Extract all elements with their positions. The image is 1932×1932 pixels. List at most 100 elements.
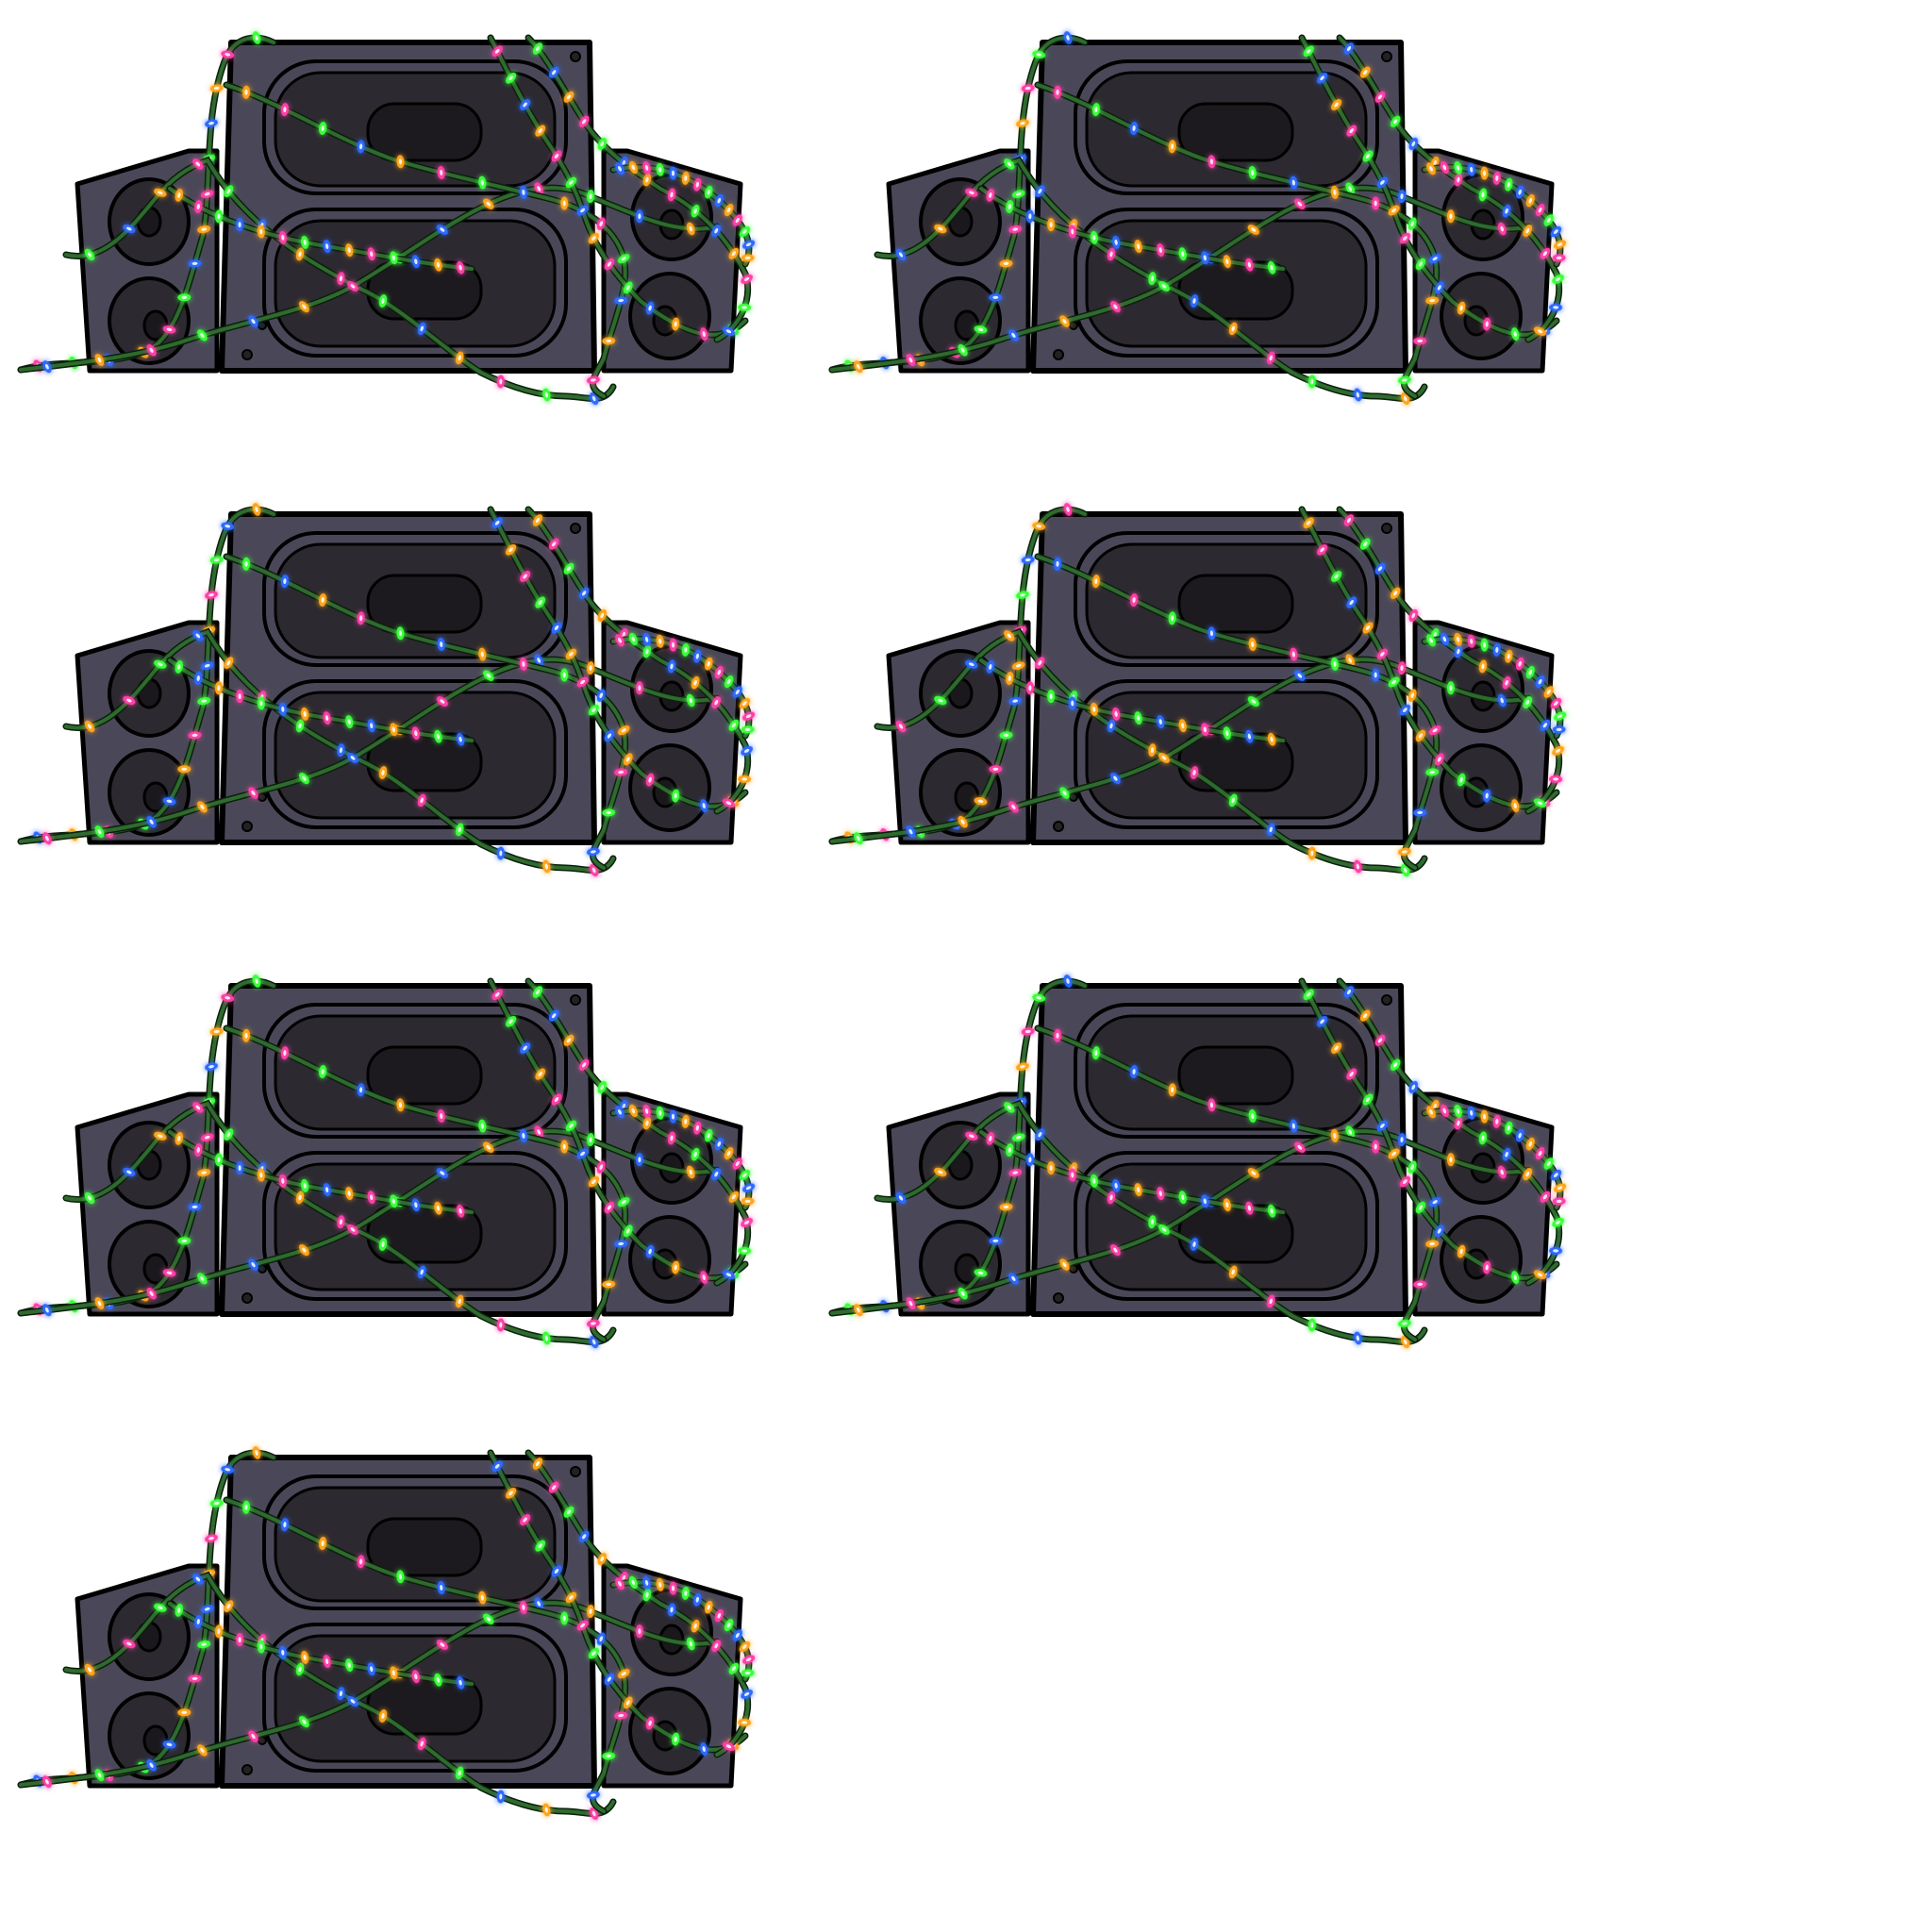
light-bulb-highlight — [1374, 672, 1377, 678]
light-bulb-highlight — [259, 1172, 263, 1178]
light-bulb-highlight — [674, 792, 677, 799]
light-bulb-highlight — [255, 1450, 258, 1456]
light-bulb-highlight — [618, 1713, 625, 1718]
light-bulb-highlight — [674, 1736, 677, 1742]
light-bulb-highlight — [731, 251, 737, 257]
light-bulb-highlight — [1365, 153, 1371, 159]
light-bulb-highlight — [508, 547, 513, 553]
light-bulb-highlight — [1161, 1227, 1167, 1232]
light-bulb-highlight — [494, 1463, 500, 1469]
light-bulb-highlight — [281, 1177, 285, 1184]
light-bulb-highlight — [200, 1747, 205, 1753]
right-speaker-cabinet — [601, 148, 743, 374]
light-bulb-highlight — [599, 692, 604, 699]
light-bulb-highlight — [582, 1062, 587, 1068]
light-bulb-highlight — [1403, 395, 1407, 402]
light-bulb-highlight — [684, 1590, 688, 1596]
light-bulb-highlight — [251, 1261, 256, 1268]
light-bulb-highlight — [1557, 1186, 1563, 1191]
light-bulb-highlight — [370, 251, 374, 258]
light-bulb-highlight — [391, 726, 395, 733]
light-bulb-highlight — [537, 186, 541, 192]
light-bulb-highlight — [458, 264, 462, 271]
light-bulb-highlight — [508, 1491, 513, 1496]
light-bulb-highlight — [1365, 625, 1371, 631]
light-bulb-highlight — [1500, 225, 1504, 232]
light-bulb-highlight — [1346, 517, 1352, 524]
light-bulb-highlight — [1518, 189, 1522, 195]
sprite-frame-3 — [0, 472, 811, 943]
light-bulb-highlight — [591, 236, 596, 242]
light-bulb-highlight — [856, 1307, 860, 1313]
light-bulb-highlight — [398, 630, 403, 637]
light-bulb-highlight — [618, 1581, 622, 1587]
light-bulb-highlight — [644, 1108, 649, 1114]
light-bulb-highlight — [1003, 261, 1009, 266]
light-bulb-highlight — [960, 347, 965, 353]
light-bulb-highlight — [1348, 186, 1353, 192]
light-bulb-highlight — [298, 1194, 302, 1201]
light-bulb-highlight — [480, 651, 484, 658]
light-bulb-highlight — [398, 1102, 403, 1108]
light-bulb-highlight — [618, 298, 625, 303]
light-bulb-highlight — [537, 658, 541, 663]
light-bulb-highlight — [1007, 1105, 1012, 1110]
light-bulb-highlight — [87, 724, 92, 729]
light-bulb-highlight — [731, 723, 737, 728]
light-bulb-highlight — [1400, 193, 1404, 200]
light-bulb-highlight — [671, 1113, 675, 1120]
light-bulb-highlight — [480, 1594, 484, 1601]
light-bulb-highlight — [458, 1679, 462, 1686]
light-bulb-highlight — [644, 164, 649, 171]
light-bulb-highlight — [1209, 630, 1214, 637]
light-bulb-highlight — [1109, 723, 1113, 729]
light-bulb-highlight — [1555, 748, 1561, 753]
light-bulb-highlight — [1020, 1064, 1025, 1069]
light-bulb-highlight — [391, 1198, 395, 1205]
light-bulb-highlight — [606, 810, 612, 815]
light-bulb-highlight — [744, 727, 751, 732]
light-bulb-highlight — [1348, 658, 1353, 663]
light-bulb-highlight — [1320, 75, 1324, 81]
light-bulb-highlight — [741, 1173, 747, 1177]
light-bulb-highlight — [743, 276, 750, 281]
light-bulb-highlight — [717, 1141, 722, 1147]
light-bulb-highlight — [391, 255, 395, 261]
light-bulb-highlight — [1270, 736, 1274, 742]
light-bulb-highlight — [1538, 678, 1542, 685]
light-bulb-highlight — [1500, 697, 1504, 704]
light-bulb-highlight — [569, 179, 574, 185]
light-bulb-highlight — [538, 600, 542, 606]
light-bulb-highlight — [1008, 204, 1011, 209]
light-bulb-highlight — [1538, 1150, 1542, 1157]
light-bulb-highlight — [87, 252, 92, 258]
light-bulb-highlight — [566, 1038, 572, 1043]
left-speaker-cabinet — [886, 620, 1031, 845]
light-bulb-highlight — [1411, 141, 1416, 147]
light-bulb-highlight — [414, 258, 418, 265]
light-bulb-highlight — [238, 693, 242, 700]
light-bulb-highlight — [303, 239, 307, 245]
light-bulb-highlight — [281, 706, 285, 712]
sprite-frame-6 — [811, 943, 1623, 1415]
light-bulb-highlight — [195, 1105, 201, 1110]
light-bulb-highlight — [600, 1084, 605, 1091]
light-bulb-highlight — [590, 378, 596, 382]
light-bulb-highlight — [726, 207, 731, 213]
light-bulb-highlight — [590, 850, 596, 854]
light-bulb-highlight — [499, 378, 503, 385]
light-bulb-highlight — [591, 1810, 596, 1817]
light-bulb-highlight — [350, 1227, 356, 1232]
light-bulb-highlight — [1417, 1282, 1424, 1287]
light-bulb-highlight — [1403, 1179, 1407, 1185]
light-bulb-highlight — [1391, 679, 1397, 685]
light-bulb-highlight — [1049, 693, 1053, 700]
light-bulb-highlight — [599, 221, 604, 227]
light-bulb-highlight — [1432, 1200, 1438, 1205]
light-bulb-highlight — [562, 1143, 566, 1150]
light-bulb-highlight — [1433, 631, 1437, 638]
light-bulb-highlight — [244, 1032, 248, 1039]
light-bulb-highlight — [196, 1147, 200, 1153]
light-bulb-highlight — [1470, 638, 1474, 644]
light-bulb-highlight — [607, 733, 612, 739]
